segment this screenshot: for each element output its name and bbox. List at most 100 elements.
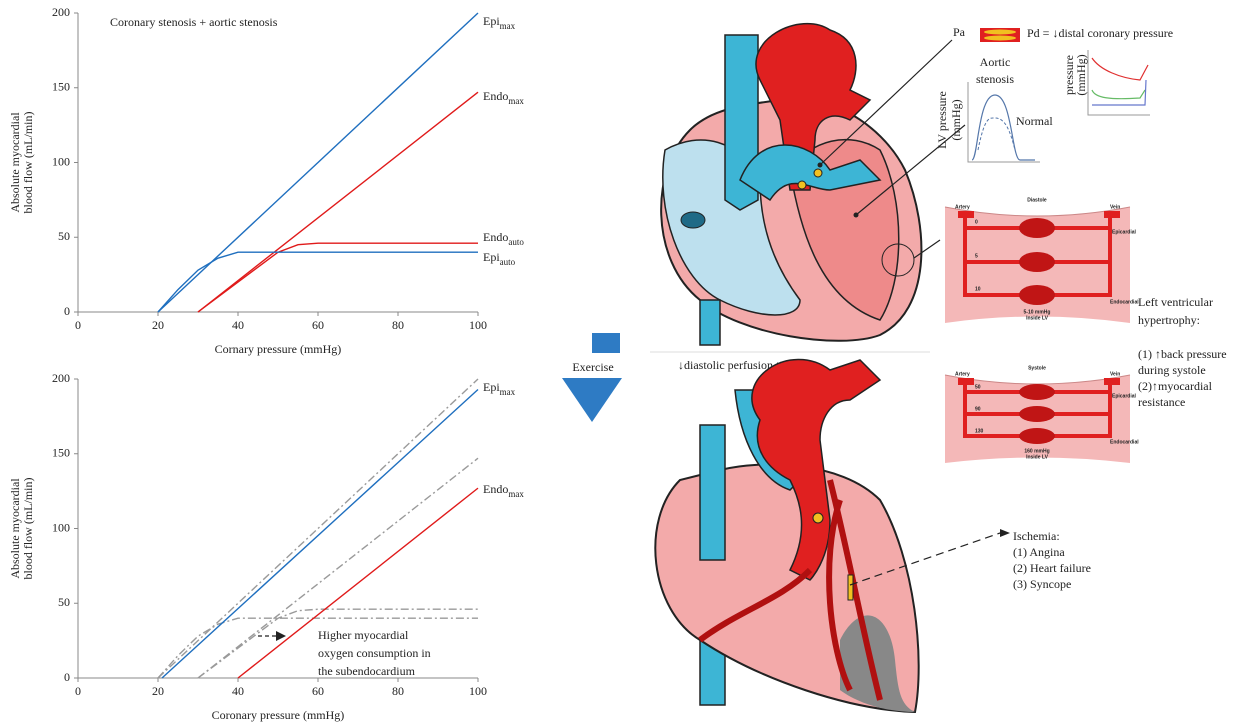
series-subscript: max <box>500 21 516 31</box>
hypertrophy-item: during systole <box>1138 363 1206 377</box>
panel-label: Epicardial <box>1112 229 1137 235</box>
hypertrophy-item: resistance <box>1138 395 1185 409</box>
panel-level: 10 <box>975 286 981 292</box>
x-tick-label: 20 <box>152 318 164 332</box>
inset-label: stenosis <box>976 72 1014 86</box>
series-label: Endoauto <box>483 230 524 247</box>
panel-label: Artery <box>955 371 970 377</box>
y-tick-label: 100 <box>52 520 70 534</box>
plaque <box>984 36 1016 41</box>
annotation-arrowhead <box>276 631 286 641</box>
inset-axis-label: (mmHg) <box>1074 54 1088 95</box>
series-subscript: max <box>508 489 524 499</box>
x-tick-label: 40 <box>232 684 244 698</box>
arrow-box <box>592 333 620 353</box>
series-line <box>158 13 478 312</box>
x-tick-label: 80 <box>392 318 404 332</box>
series-name: Epi <box>483 250 500 264</box>
x-tick-label: 20 <box>152 684 164 698</box>
x-tick-label: 0 <box>75 318 81 332</box>
series-label: Endomax <box>483 89 524 106</box>
y-axis-label: blood flow (mL/min) <box>21 112 35 214</box>
series-name: Endo <box>483 89 508 103</box>
panel-title: Diastole <box>1027 197 1047 203</box>
y-tick-label: 150 <box>52 80 70 94</box>
ischemia-item: (3) Syncope <box>1013 577 1071 591</box>
pd-label: Pd = ↓distal coronary pressure <box>1027 26 1173 40</box>
chart-annotation: Coronary stenosis + aortic stenosis <box>110 15 278 29</box>
series-name: Endo <box>483 230 508 244</box>
series-label: Epimax <box>483 14 516 31</box>
series-line <box>198 92 478 312</box>
inset-axis-label: LV pressure <box>935 91 949 149</box>
series-subscript: max <box>500 387 516 397</box>
x-tick-label: 0 <box>75 684 81 698</box>
y-tick-label: 150 <box>52 446 70 460</box>
pa-label: Pa <box>953 25 966 39</box>
series-name: Epi <box>483 380 500 394</box>
panel-level: 5 <box>975 253 978 259</box>
y-tick-label: 0 <box>64 670 70 684</box>
y-tick-label: 200 <box>52 5 70 19</box>
x-tick-label: 100 <box>469 684 487 698</box>
ischemia-title: Ischemia: <box>1013 529 1060 543</box>
x-tick-label: 40 <box>232 318 244 332</box>
series-line <box>158 252 478 312</box>
series-subscript: max <box>508 96 524 106</box>
y-axis-label: blood flow (mL/min) <box>21 478 35 580</box>
x-tick-label: 80 <box>392 684 404 698</box>
panel-label: Vein <box>1110 371 1120 377</box>
series-name: Epi <box>483 14 500 28</box>
y-tick-label: 50 <box>58 595 70 609</box>
y-axis-label: Absolute myocardial <box>8 478 22 579</box>
figure: Exercise Pa Pd = ↓distal coronary pressu… <box>0 0 1243 724</box>
heart-top <box>661 24 965 345</box>
pressure-inset <box>1088 50 1150 115</box>
panel-note: Inside LV <box>1026 315 1049 321</box>
chart-annotation: Higher myocardial <box>318 628 409 642</box>
diastole-panel <box>945 207 1130 323</box>
panel-label: Vein <box>1110 204 1120 210</box>
series-label: Epimax <box>483 380 516 397</box>
y-tick-label: 50 <box>58 229 70 243</box>
panel-label: Endocardial <box>1110 439 1139 445</box>
panel-label: Artery <box>955 204 970 210</box>
y-axis-label: Absolute myocardial <box>8 112 22 213</box>
ischemia-item: (1) Angina <box>1013 545 1065 559</box>
panel-level: 50 <box>975 384 981 390</box>
series-label: Epiauto <box>483 250 516 267</box>
series-label: Endomax <box>483 482 524 499</box>
panel-level: 0 <box>975 219 978 225</box>
series-subscript: auto <box>508 237 524 247</box>
chart-annotation: oxygen consumption in <box>318 646 431 660</box>
x-tick-label: 60 <box>312 684 324 698</box>
chart-annotation: the subendocardium <box>318 664 416 678</box>
inset-label: Normal <box>1016 114 1053 128</box>
x-tick-label: 60 <box>312 318 324 332</box>
series-name: Endo <box>483 482 508 496</box>
hypertrophy-title: Left ventricular <box>1138 295 1213 309</box>
x-axis-label: Coronary pressure (mmHg) <box>212 708 345 722</box>
hypertrophy-title: hypertrophy: <box>1138 313 1200 327</box>
hypertrophy-item: (1) ↑back pressure <box>1138 347 1227 361</box>
y-tick-label: 200 <box>52 371 70 385</box>
exercise-label: Exercise <box>572 360 613 374</box>
ischemia-item: (2) Heart failure <box>1013 561 1091 575</box>
x-tick-label: 100 <box>469 318 487 332</box>
panel-label: Endocardial <box>1110 299 1139 305</box>
x-axis-label: Cornary pressure (mmHg) <box>215 342 342 356</box>
y-tick-label: 100 <box>52 154 70 168</box>
panel-title: Systole <box>1028 365 1046 371</box>
panel-level: 90 <box>975 406 981 412</box>
panel-level: 130 <box>975 428 984 434</box>
series-subscript: auto <box>500 257 516 267</box>
down-arrow <box>562 378 622 422</box>
inset-axis-label: (mmHg) <box>949 99 963 140</box>
y-tick-label: 0 <box>64 304 70 318</box>
hypertrophy-item: (2)↑myocardial <box>1138 379 1213 393</box>
series-line <box>198 243 478 312</box>
plaque <box>984 30 1016 35</box>
panel-label: Epicardial <box>1112 393 1137 399</box>
inset-label: Aortic <box>980 55 1011 69</box>
panel-note: Inside LV <box>1026 454 1049 460</box>
